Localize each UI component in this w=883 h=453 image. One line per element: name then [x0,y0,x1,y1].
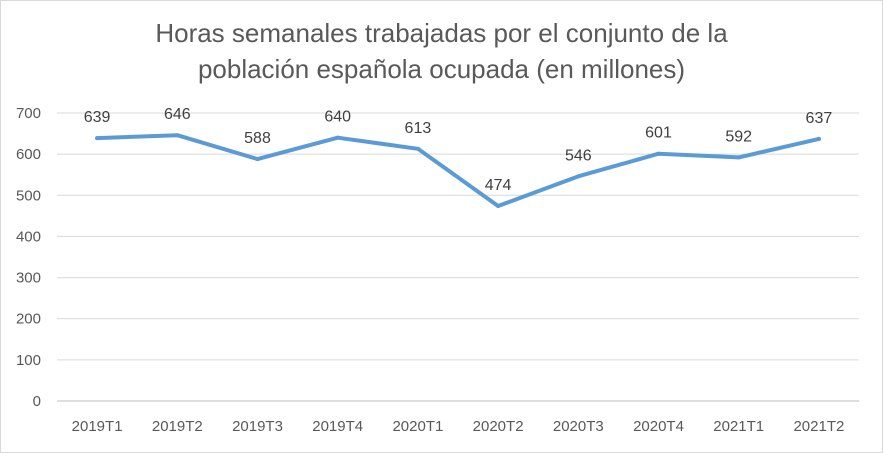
y-tick-label: 400 [16,228,41,245]
chart-title: Horas semanales trabajadas por el conjun… [1,15,882,87]
x-tick-label: 2020T3 [553,418,604,435]
chart-title-line-1: Horas semanales trabajadas por el conjun… [155,18,728,48]
y-tick-label: 300 [16,270,41,287]
x-axis-ticks: 2019T1 2019T2 2019T3 2019T4 2020T1 2020T2 2020… [72,418,845,435]
data-point [816,136,821,141]
x-tick-label: 2021T2 [793,418,844,435]
x-tick-label: 2019T4 [312,418,363,435]
x-tick-label: 2020T1 [392,418,443,435]
y-tick-label: 0 [33,393,41,410]
data-label: 546 [565,147,592,164]
data-point [415,146,420,151]
series-layer [95,133,821,208]
x-tick-label: 2019T2 [152,418,203,435]
y-tick-label: 600 [16,146,41,163]
data-point [656,151,661,156]
data-point [576,174,581,179]
data-point [496,203,501,208]
series-line [95,133,821,208]
data-point [175,133,180,138]
x-tick-label: 2019T3 [232,418,283,435]
data-label: 646 [164,106,191,123]
data-label: 639 [84,109,111,126]
y-tick-label: 700 [16,105,41,122]
y-tick-label: 100 [16,352,41,369]
data-label: 640 [324,109,351,126]
data-label: 637 [806,110,833,127]
data-label: 474 [485,177,512,194]
x-tick-label: 2020T2 [473,418,524,435]
y-tick-label: 500 [16,187,41,204]
chart-title-line-2: población española ocupada (en millones) [197,54,686,84]
data-point [335,135,340,140]
y-tick-label: 200 [16,311,41,328]
data-point [736,155,741,160]
data-labels: 639 646 588 640 613 474 546 601 592 637 [84,106,833,194]
data-label: 592 [725,128,752,145]
x-tick-label: 2021T1 [713,418,764,435]
data-label: 613 [405,120,432,137]
data-point [255,157,260,162]
data-point [95,136,100,141]
y-axis-ticks: 0 100 200 300 400 500 600 700 [16,105,41,410]
gridlines [57,112,859,402]
x-tick-label: 2019T1 [72,418,123,435]
data-label: 601 [645,125,672,142]
x-tick-label: 2020T4 [633,418,684,435]
data-label: 588 [244,130,271,147]
